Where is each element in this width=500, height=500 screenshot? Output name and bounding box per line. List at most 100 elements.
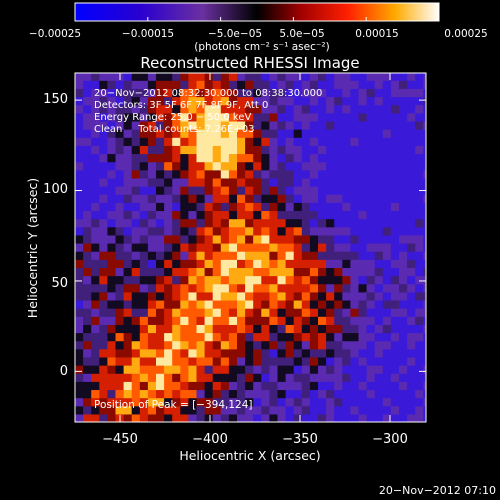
heatmap-cell [277,210,287,220]
heatmap-cell [107,389,117,399]
heatmap-cell [164,316,173,325]
heatmap-cell [277,283,287,293]
heatmap-cell [423,194,426,203]
heatmap-cell [75,194,84,203]
heatmap-cell [180,389,189,399]
heatmap-cell [261,267,270,277]
heatmap-cell [220,405,230,415]
heatmap-cell [245,365,254,374]
heatmap-cell [253,316,262,325]
heatmap-cell [285,194,295,203]
heatmap-cell [139,96,149,106]
heatmap-cell [350,316,360,325]
heatmap-cell [350,291,360,301]
heatmap-cell [237,267,246,277]
heatmap-cell [399,283,408,293]
heatmap-cell [83,267,92,277]
heatmap-cell [423,413,426,422]
heatmap-cell [342,299,351,309]
heatmap-cell [334,356,343,366]
heatmap-cell [399,259,408,268]
heatmap-cell [131,405,141,415]
heatmap-cell [228,413,238,422]
heatmap-cell [423,145,426,155]
heatmap-cell [245,267,254,277]
heatmap-cell [131,169,141,179]
heatmap-cell [334,234,343,244]
heatmap-cell [75,316,84,325]
heatmap-cell [382,356,392,366]
heatmap-cell [115,275,125,285]
heatmap-cell [188,169,198,179]
heatmap-cell [115,259,125,268]
heatmap-cell [139,348,149,358]
heatmap-cell [342,397,351,407]
heatmap-cell [180,373,189,382]
heatmap-cell [407,373,416,382]
heatmap-cell [204,299,214,309]
heatmap-cell [407,218,416,228]
heatmap-cell [253,202,262,212]
heatmap-cell [253,88,262,98]
heatmap-cell [75,120,84,130]
heatmap-cell [204,356,214,366]
heatmap-cell [147,251,157,260]
heatmap-cell [285,389,295,399]
heatmap-cell [382,218,392,228]
heatmap-cell [188,226,198,236]
heatmap-cell [156,210,165,220]
heatmap-cell [237,283,246,293]
heatmap-cell [131,210,141,220]
heatmap-cell [334,283,343,293]
heatmap-cell [334,389,343,399]
heatmap-cell [237,169,246,179]
heatmap-cell [390,332,400,342]
heatmap-cell [277,96,287,106]
heatmap-cell [382,169,392,179]
heatmap-cell [131,153,141,163]
heatmap-cell [407,340,416,350]
heatmap-cell [220,202,230,212]
heatmap-cell [390,218,400,228]
heatmap-cell [350,348,360,358]
heatmap-cell [326,88,335,98]
heatmap-cell [180,145,189,155]
heatmap-cell [220,218,230,228]
heatmap-cell [407,177,416,187]
heatmap-cell [164,381,173,391]
heatmap-cell [407,210,416,220]
heatmap-cell [123,242,133,252]
heatmap-cell [237,145,246,155]
heatmap-cell [366,242,376,252]
heatmap-cell [301,332,311,342]
heatmap-cell [123,210,133,220]
heatmap-cell [301,308,311,317]
heatmap-cell [399,153,408,163]
heatmap-cell [407,153,416,163]
heatmap-cell [196,405,206,415]
heatmap-cell [269,161,279,171]
heatmap-cell [293,413,303,422]
heatmap-cell [123,405,133,415]
heatmap-cell [245,299,254,309]
heatmap-cell [156,186,165,195]
heatmap-cell [293,177,303,187]
heatmap-cell [75,226,84,236]
heatmap-cell [172,104,181,114]
heatmap-cell [326,389,335,399]
heatmap-cell [253,226,262,236]
heatmap-cell [131,267,141,277]
heatmap-cell [415,194,424,203]
heatmap-cell [91,332,100,342]
heatmap-cell [172,381,181,391]
heatmap-cell [131,356,141,366]
heatmap-cell [188,251,198,260]
heatmap-cell [390,389,400,399]
heatmap-cell [366,169,376,179]
heatmap-cell [204,242,214,252]
heatmap-cell [220,88,230,98]
heatmap-cell [334,251,343,260]
heatmap-cell [220,251,230,260]
heatmap-cell [180,96,189,106]
heatmap-cell [245,381,254,391]
